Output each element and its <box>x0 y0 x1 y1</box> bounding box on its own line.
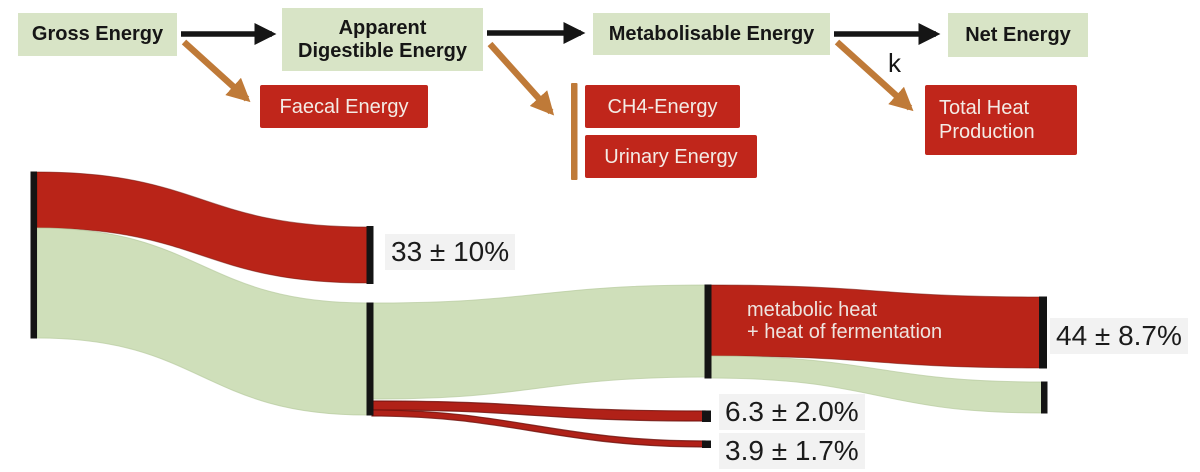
faecal-energy-label: Faecal Energy <box>279 95 409 118</box>
sankey-node-urinary-end <box>702 440 711 448</box>
k-efficiency-label: k <box>888 48 901 78</box>
urinary-energy-label: Urinary Energy <box>604 145 738 168</box>
heat-flow-description: metabolic heat + heat of fermentation <box>747 299 942 343</box>
sankey-flow-digestible-to-metabolisable <box>371 284 710 400</box>
sankey-node-apparent-digestible <box>366 302 374 416</box>
arrow-metabolisable-to-heat <box>834 39 914 112</box>
ch4-energy-label: CH4-Energy <box>607 95 718 118</box>
arrow-digestible-to-ch4-urinary <box>487 41 555 116</box>
total-heat-production-box: Total Heat Production <box>925 85 1077 155</box>
urinary-percentage-label: 3.9 ± 1.7% <box>719 433 865 470</box>
sankey-node-net-energy-end <box>1041 381 1048 414</box>
ch4-energy-box: CH4-Energy <box>585 85 740 128</box>
apparent-digestible-energy-box: Apparent Digestible Energy <box>282 8 483 71</box>
faecal-percentage-label: 33 ± 10% <box>385 234 516 271</box>
heat-percentage-label: 44 ± 8.7% <box>1050 318 1188 355</box>
sankey-node-gross-energy <box>30 171 37 339</box>
sankey-node-heat-end <box>1039 296 1047 369</box>
arrow-gross-to-faecal <box>181 39 251 103</box>
faecal-energy-box: Faecal Energy <box>260 85 428 128</box>
sankey-node-faecal-end <box>366 226 374 284</box>
heat-flow-description-line2: + heat of fermentation <box>747 321 943 343</box>
ch4-urinary-bracket-bar <box>571 83 578 180</box>
total-heat-production-label-line1: Total Heat <box>939 97 1030 119</box>
ch4-percentage-label: 6.3 ± 2.0% <box>719 394 865 431</box>
metabolisable-energy-label: Metabolisable Energy <box>608 22 815 45</box>
net-energy-box: Net Energy <box>948 13 1088 57</box>
sankey-node-ch4-end <box>702 410 711 422</box>
sankey-node-metabolisable <box>704 284 712 379</box>
gross-energy-box: Gross Energy <box>18 13 177 56</box>
urinary-energy-box: Urinary Energy <box>585 135 757 178</box>
apparent-digestible-energy-label-line1: Apparent <box>338 17 427 40</box>
net-energy-label: Net Energy <box>965 23 1071 46</box>
heat-flow-description-line1: metabolic heat <box>747 299 878 321</box>
total-heat-production-label-line2: Production <box>939 121 1035 143</box>
gross-energy-label: Gross Energy <box>31 23 164 46</box>
apparent-digestible-energy-label-line2: Digestible Energy <box>298 39 467 62</box>
metabolisable-energy-box: Metabolisable Energy <box>593 13 830 55</box>
